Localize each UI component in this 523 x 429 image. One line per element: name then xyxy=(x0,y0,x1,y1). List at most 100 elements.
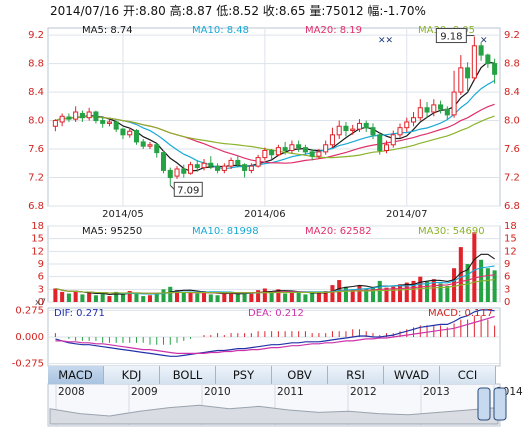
volume-bar xyxy=(181,292,186,302)
volume-bar xyxy=(134,293,139,302)
volume-bar xyxy=(472,232,477,302)
overview-right-handle[interactable] xyxy=(493,387,507,421)
volume-bar xyxy=(350,289,355,302)
price-tick-right: 7.6 xyxy=(504,144,520,155)
candle-body xyxy=(100,120,106,124)
candle-body xyxy=(160,152,167,171)
volume-tick-right: 3 xyxy=(504,284,510,295)
legend-ma5: MA5: 8.74 xyxy=(82,25,133,36)
quote-volume: 量:75012 xyxy=(309,4,364,18)
price-tick-left: 7.6 xyxy=(28,144,44,155)
volume-bar xyxy=(485,268,490,302)
candle-body xyxy=(289,144,295,151)
candle-body xyxy=(492,63,498,75)
tab-wvad[interactable]: WVAD xyxy=(384,366,440,384)
volume-bar xyxy=(249,293,254,302)
legend-ma10: MA10: 8.48 xyxy=(192,25,249,36)
price-tick-left: 7.2 xyxy=(28,173,44,184)
volume-bar xyxy=(418,276,423,302)
tab-macd[interactable]: MACD xyxy=(48,366,104,384)
macd-tick-left: 0.000 xyxy=(15,332,44,343)
quote-change: 幅:-1.70% xyxy=(367,4,426,18)
candle-body xyxy=(133,130,139,143)
candle-body xyxy=(147,144,153,147)
volume-bar xyxy=(107,296,112,302)
candle-body xyxy=(444,108,450,116)
candle-body xyxy=(356,122,362,130)
candle-body xyxy=(167,169,173,179)
candle-body xyxy=(485,54,491,65)
price-tick-left: 9.2 xyxy=(28,30,44,41)
quote-high: 高:8.87 xyxy=(169,4,213,18)
tab-kdj[interactable]: KDJ xyxy=(104,366,160,384)
candle-body xyxy=(323,144,329,153)
volume-bar xyxy=(60,291,65,302)
volume-tick-right: 6 xyxy=(504,272,510,283)
price-tick-right: 9.2 xyxy=(504,30,520,41)
volume-tick-left: 18 xyxy=(31,221,44,232)
overview-left-handle[interactable] xyxy=(477,387,491,421)
volume-bar xyxy=(310,292,315,302)
candle-body xyxy=(411,117,417,123)
candle-body xyxy=(120,128,126,136)
candle-body xyxy=(181,168,187,174)
price-panel-frame xyxy=(47,27,501,207)
volume-bar xyxy=(276,289,281,302)
vol-legend-ma10: MA10: 81998 xyxy=(192,226,259,237)
candle-body xyxy=(269,149,275,156)
volume-tick-left: 6 xyxy=(38,272,44,283)
volume-bar xyxy=(229,291,234,302)
tab-cci[interactable]: CCI xyxy=(440,366,496,384)
tab-boll[interactable]: BOLL xyxy=(160,366,216,384)
volume-bar xyxy=(262,288,267,302)
candle-body xyxy=(438,104,444,110)
macd-dif-line xyxy=(55,309,495,357)
volume-bar xyxy=(303,294,308,302)
candle-body xyxy=(174,168,180,177)
overview-year-label: 2013 xyxy=(423,386,450,398)
candle-body xyxy=(188,164,194,174)
candle-body xyxy=(93,111,99,122)
candle-body xyxy=(208,162,214,167)
tab-rsi[interactable]: RSI xyxy=(328,366,384,384)
candle-body xyxy=(73,111,79,120)
volume-bar xyxy=(202,291,207,302)
tab-obv[interactable]: OBV xyxy=(272,366,328,384)
volume-bar xyxy=(127,291,132,302)
volume-bar xyxy=(438,283,443,302)
volume-tick-right: 18 xyxy=(504,221,517,232)
volume-bar xyxy=(269,291,274,302)
macd-legend-macd: MACD: 0.117 xyxy=(428,308,493,319)
volume-bar xyxy=(120,294,125,302)
candle-body xyxy=(154,144,160,154)
candle-body xyxy=(458,67,464,93)
tab-psy[interactable]: PSY xyxy=(216,366,272,384)
candle-body xyxy=(242,164,248,171)
price-tick-left: 8.0 xyxy=(28,116,44,127)
volume-bar xyxy=(431,279,436,302)
volume-tick-right: 0 xyxy=(504,297,510,308)
candle-body xyxy=(248,165,254,171)
legend-ma20: MA20: 8.19 xyxy=(305,25,362,36)
price-tick-right: 8.0 xyxy=(504,116,520,127)
volume-bar xyxy=(370,286,376,302)
volume-bar xyxy=(411,280,416,302)
volume-bar xyxy=(235,294,240,302)
candle-body xyxy=(336,125,342,136)
date-tick-label: 2014/05 xyxy=(102,209,144,220)
price-tick-right: 8.4 xyxy=(504,87,520,98)
volume-bar xyxy=(66,293,71,302)
volume-bar xyxy=(208,294,213,302)
quote-close: 收:8.65 xyxy=(262,4,306,18)
volume-bar xyxy=(93,295,98,302)
vol-legend-ma30: MA30: 54690 xyxy=(418,226,485,237)
volume-bar xyxy=(391,286,396,302)
overview-year-label: 2010 xyxy=(204,386,231,398)
volume-bar xyxy=(154,292,159,302)
low-marker-pointer xyxy=(169,184,175,190)
volume-bar xyxy=(452,268,457,302)
candle-body xyxy=(66,116,72,120)
candle-body xyxy=(431,104,437,113)
candle-body xyxy=(140,141,146,147)
